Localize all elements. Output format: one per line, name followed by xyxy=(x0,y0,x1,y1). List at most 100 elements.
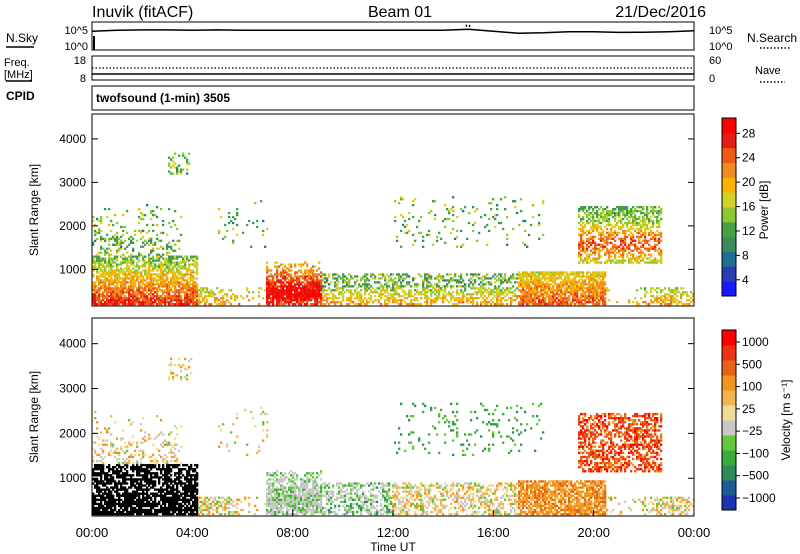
power-cell xyxy=(510,277,513,280)
power-cell xyxy=(660,253,663,256)
power-cell xyxy=(128,301,131,304)
power-cell xyxy=(152,249,155,252)
power-cell xyxy=(674,297,677,300)
power-cell xyxy=(682,291,685,294)
power-cell xyxy=(132,293,135,296)
velocity-cell xyxy=(124,486,127,489)
power-cell xyxy=(590,227,593,231)
power-cell xyxy=(558,293,561,296)
power-cell xyxy=(144,269,147,272)
power-cell xyxy=(122,293,125,296)
power-cell xyxy=(412,277,415,280)
power-cell xyxy=(186,257,189,260)
power-cell xyxy=(582,275,585,278)
power-cell xyxy=(284,277,287,280)
power-cell xyxy=(548,283,551,286)
velocity-cell xyxy=(138,484,141,487)
power-cell xyxy=(130,283,133,286)
power-cell xyxy=(304,295,307,298)
power-cell xyxy=(532,275,535,278)
power-cell xyxy=(276,269,279,272)
power-cell xyxy=(512,291,515,294)
power-cell xyxy=(360,285,363,288)
power-cell xyxy=(146,295,149,298)
power-cell xyxy=(366,303,369,306)
velocity-cell xyxy=(148,488,151,491)
power-cell xyxy=(450,277,453,280)
velocity-cell xyxy=(102,488,105,491)
power-cell xyxy=(476,208,479,211)
power-cell xyxy=(310,303,313,306)
power-cell xyxy=(168,301,171,304)
power-cell xyxy=(312,275,315,278)
power-cell xyxy=(194,283,197,286)
power-cell xyxy=(630,225,633,229)
power-cell xyxy=(298,275,301,278)
power-cell xyxy=(592,291,595,294)
power-cell xyxy=(382,275,385,278)
power-cell xyxy=(160,261,163,264)
power-cell xyxy=(586,219,589,223)
power-cell xyxy=(500,293,503,296)
noise-series-n-sky xyxy=(91,28,695,34)
power-cell xyxy=(276,271,279,274)
power-cell xyxy=(194,301,197,304)
power-cell xyxy=(692,299,695,302)
power-cell xyxy=(494,217,497,221)
power-cell xyxy=(162,273,165,276)
power-cell xyxy=(302,263,305,266)
power-cell xyxy=(580,223,583,227)
power-cell xyxy=(192,269,195,272)
power-cell xyxy=(166,279,169,282)
power-cell xyxy=(616,206,619,209)
power-cell xyxy=(196,289,199,292)
power-cell xyxy=(96,303,99,306)
power-cell xyxy=(636,247,639,250)
power-cell xyxy=(242,231,245,235)
power-cell xyxy=(106,299,109,302)
power-cell xyxy=(438,289,441,292)
cpid-panel-frame xyxy=(91,85,695,111)
power-cell xyxy=(300,295,303,298)
power-cell xyxy=(434,200,437,203)
power-cell xyxy=(526,279,529,282)
power-cell xyxy=(166,289,169,292)
velocity-cell xyxy=(104,512,107,516)
velocity-cell xyxy=(112,494,115,497)
power-cell xyxy=(542,200,545,203)
velocity-cell xyxy=(102,498,105,502)
power-cell xyxy=(602,289,605,292)
power-cell xyxy=(572,293,575,296)
power-cell xyxy=(176,301,179,304)
power-cell xyxy=(146,241,149,244)
power-cell xyxy=(190,257,193,260)
power-cell xyxy=(546,291,549,294)
power-cell xyxy=(142,245,145,248)
power-cell xyxy=(596,303,599,306)
power-cell xyxy=(436,239,439,242)
power-cell xyxy=(112,243,115,246)
power-cell xyxy=(124,239,127,242)
velocity-cell xyxy=(156,512,159,516)
velocity-cell xyxy=(108,512,111,516)
power-cell xyxy=(380,283,383,286)
power-cell xyxy=(642,215,645,219)
power-cell xyxy=(168,156,171,159)
power-cell xyxy=(134,285,137,288)
power-cell xyxy=(110,301,113,304)
power-cell xyxy=(332,275,335,278)
power-cell xyxy=(148,289,151,292)
power-cell xyxy=(268,297,271,300)
power-cell xyxy=(124,271,127,274)
power-cell xyxy=(396,239,399,242)
power-cell xyxy=(606,227,609,231)
power-cell xyxy=(526,293,529,296)
power-cell xyxy=(640,249,643,252)
power-cell xyxy=(302,291,305,294)
power-cell xyxy=(400,301,403,304)
power-cell xyxy=(410,291,413,294)
power-cell xyxy=(646,303,649,306)
power-cell xyxy=(634,239,637,242)
power-cell xyxy=(488,295,491,298)
power-cell xyxy=(278,303,281,306)
